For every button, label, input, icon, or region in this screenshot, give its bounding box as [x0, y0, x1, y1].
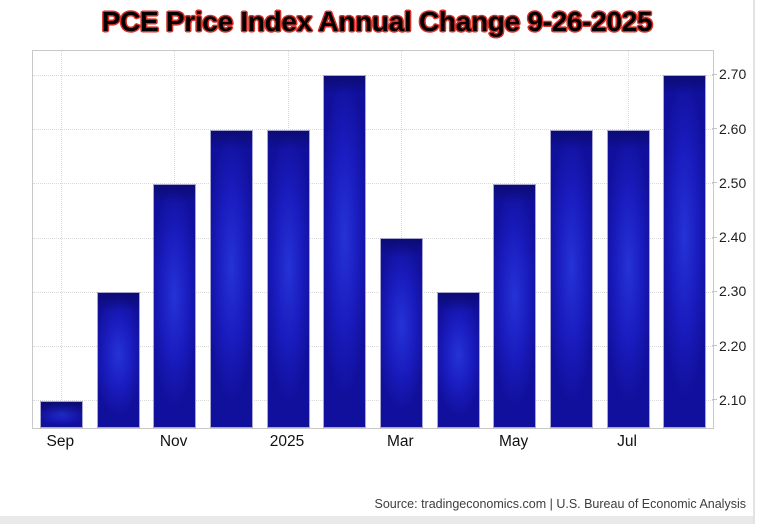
bar: [549, 129, 593, 428]
h-gridline: [33, 237, 713, 239]
x-tick-label: Jul: [617, 433, 637, 450]
y-tick-mark: [712, 399, 717, 401]
chart-title: PCE Price Index Annual Change 9-26-2025: [101, 6, 653, 37]
bar: [606, 129, 650, 428]
bar: [266, 129, 310, 428]
v-gridline: [60, 51, 62, 428]
y-tick-mark: [712, 182, 717, 184]
y-tick-label: 2.50: [719, 174, 747, 191]
y-tick-mark: [712, 128, 717, 130]
plot-area: [32, 50, 714, 429]
y-tick-label: 2.40: [719, 229, 747, 246]
x-tick-label: Sep: [46, 433, 75, 450]
y-tick-label: 2.10: [719, 391, 747, 408]
bar: [153, 183, 197, 428]
h-gridline: [33, 129, 713, 131]
bar: [96, 292, 140, 428]
y-tick-mark: [712, 345, 717, 347]
h-gridline: [33, 183, 713, 185]
bottom-background-strip: [0, 516, 753, 524]
y-tick-label: 2.30: [719, 283, 747, 300]
bar: [493, 183, 537, 428]
x-tick-label: 2025: [269, 433, 305, 450]
bar: [436, 292, 480, 428]
x-tick-label: Mar: [386, 433, 414, 450]
y-tick-label: 2.60: [719, 120, 747, 137]
h-gridline: [33, 400, 713, 402]
y-tick-mark: [712, 73, 717, 75]
y-tick-label: 2.70: [719, 66, 747, 83]
y-tick-mark: [712, 236, 717, 238]
y-tick-mark: [712, 290, 717, 292]
x-tick-label: Nov: [159, 433, 188, 450]
page-right-divider: [753, 0, 755, 524]
h-gridline: [33, 346, 713, 348]
source-attribution: Source: tradingeconomics.com | U.S. Bure…: [374, 497, 746, 511]
h-gridline: [33, 74, 713, 76]
bar: [39, 400, 83, 428]
h-gridline: [33, 291, 713, 293]
bar: [323, 75, 367, 428]
bar: [209, 129, 253, 428]
bar: [379, 238, 423, 428]
y-tick-label: 2.20: [719, 337, 747, 354]
bar: [663, 75, 707, 428]
x-tick-label: May: [499, 433, 529, 450]
